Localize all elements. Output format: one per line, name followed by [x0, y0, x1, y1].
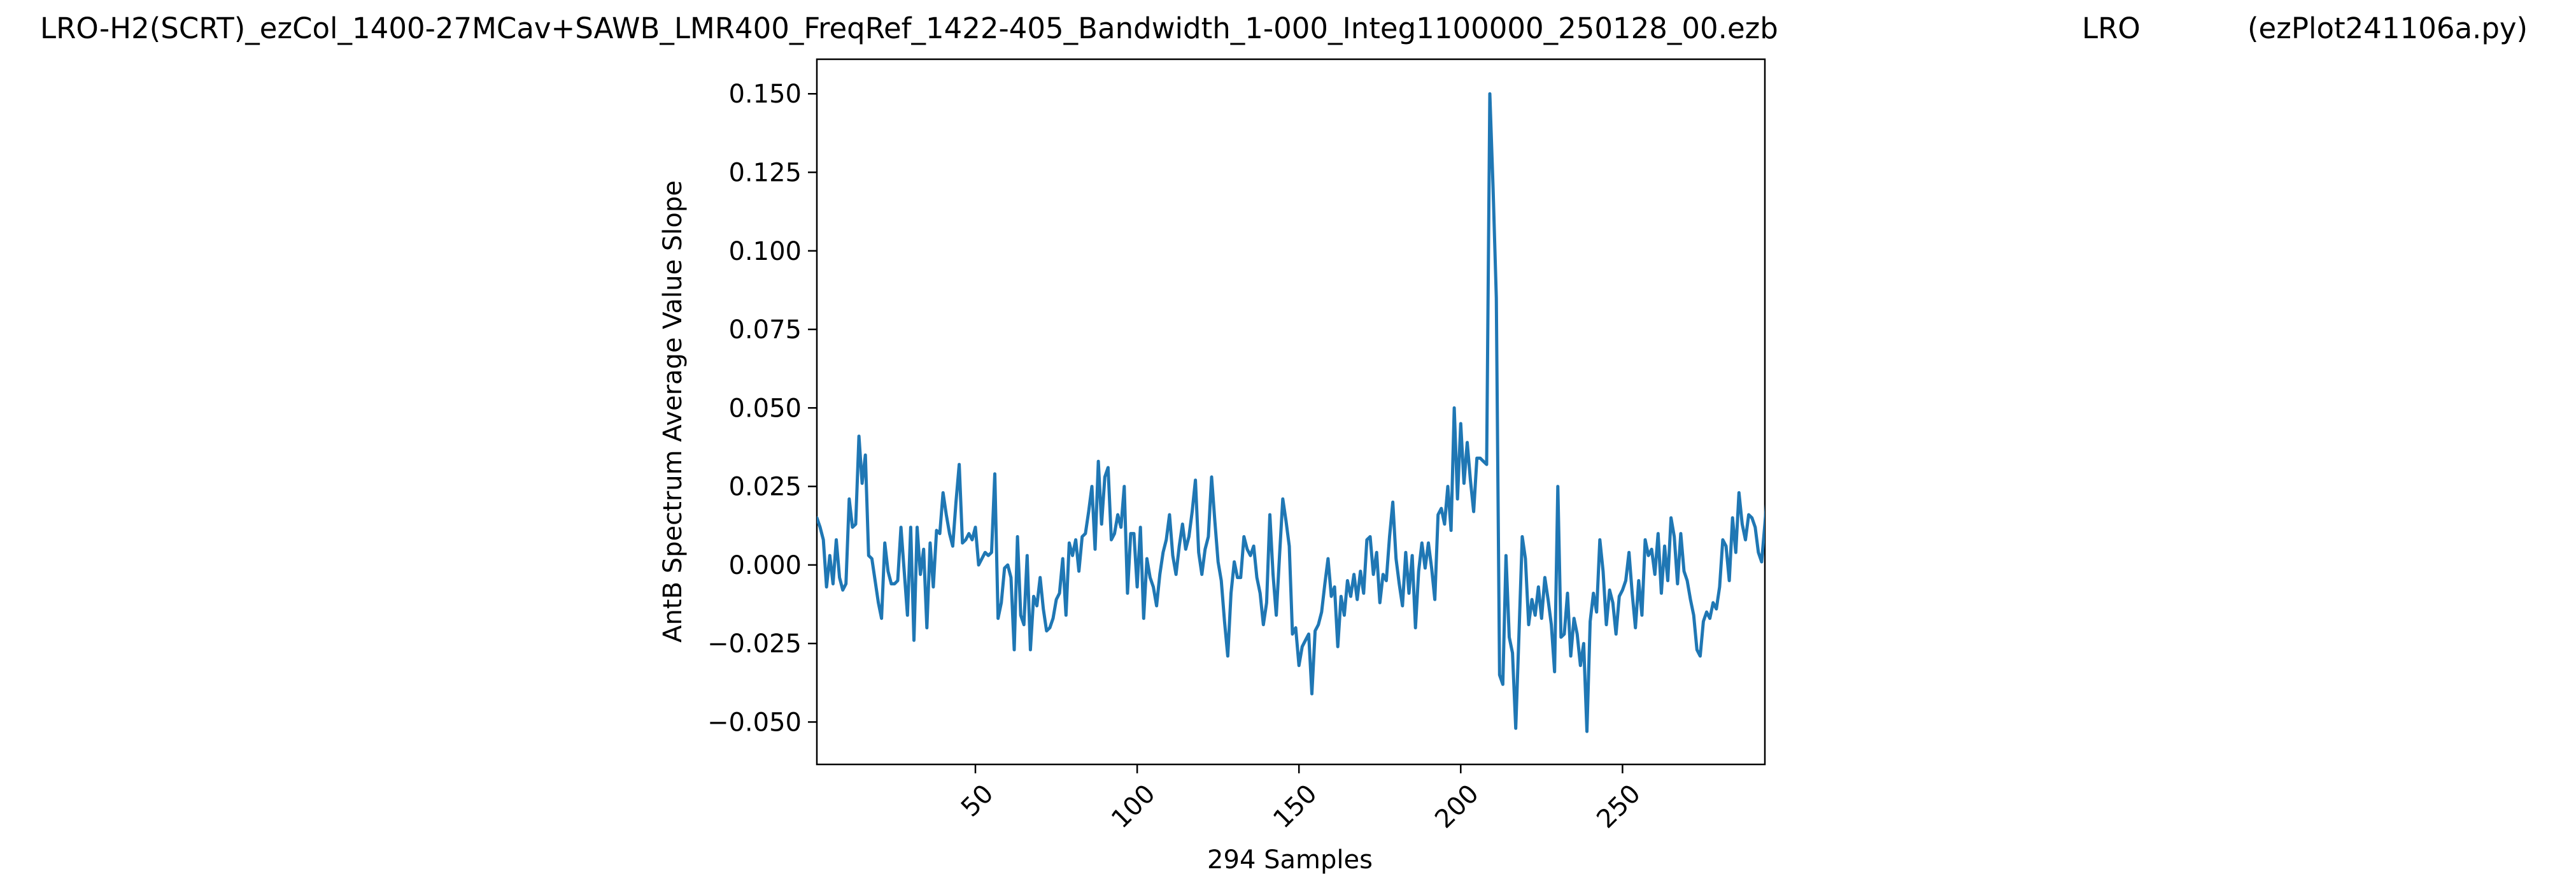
- y-axis-label: AntB Spectrum Average Value Slope: [658, 180, 688, 643]
- y-axis-ticks: −0.050 −0.025 0.000 0.025 0.050 0.075 0.100 0.1…: [707, 80, 817, 737]
- y-tick-label: 0.100: [728, 237, 802, 266]
- y-tick-label: 0.050: [728, 394, 802, 423]
- header-site: LRO: [2082, 11, 2141, 45]
- series-line: [817, 92, 1765, 733]
- plot-area: [816, 58, 1766, 766]
- header-filename: LRO-H2(SCRT)_ezCol_1400-27MCav+SAWB_LMR4…: [40, 11, 1778, 45]
- x-axis-label: 294 Samples: [1207, 845, 1373, 875]
- y-tick-label: 0.150: [728, 80, 802, 109]
- y-tick-label: 0.000: [728, 551, 802, 580]
- y-tick-label: 0.025: [728, 473, 802, 502]
- y-tick-label: −0.025: [707, 629, 802, 659]
- header-script: (ezPlot241106a.py): [2247, 11, 2528, 45]
- y-tick-label: 0.125: [728, 159, 802, 188]
- y-tick-label: −0.050: [707, 708, 802, 737]
- y-tick-label: 0.075: [728, 315, 802, 345]
